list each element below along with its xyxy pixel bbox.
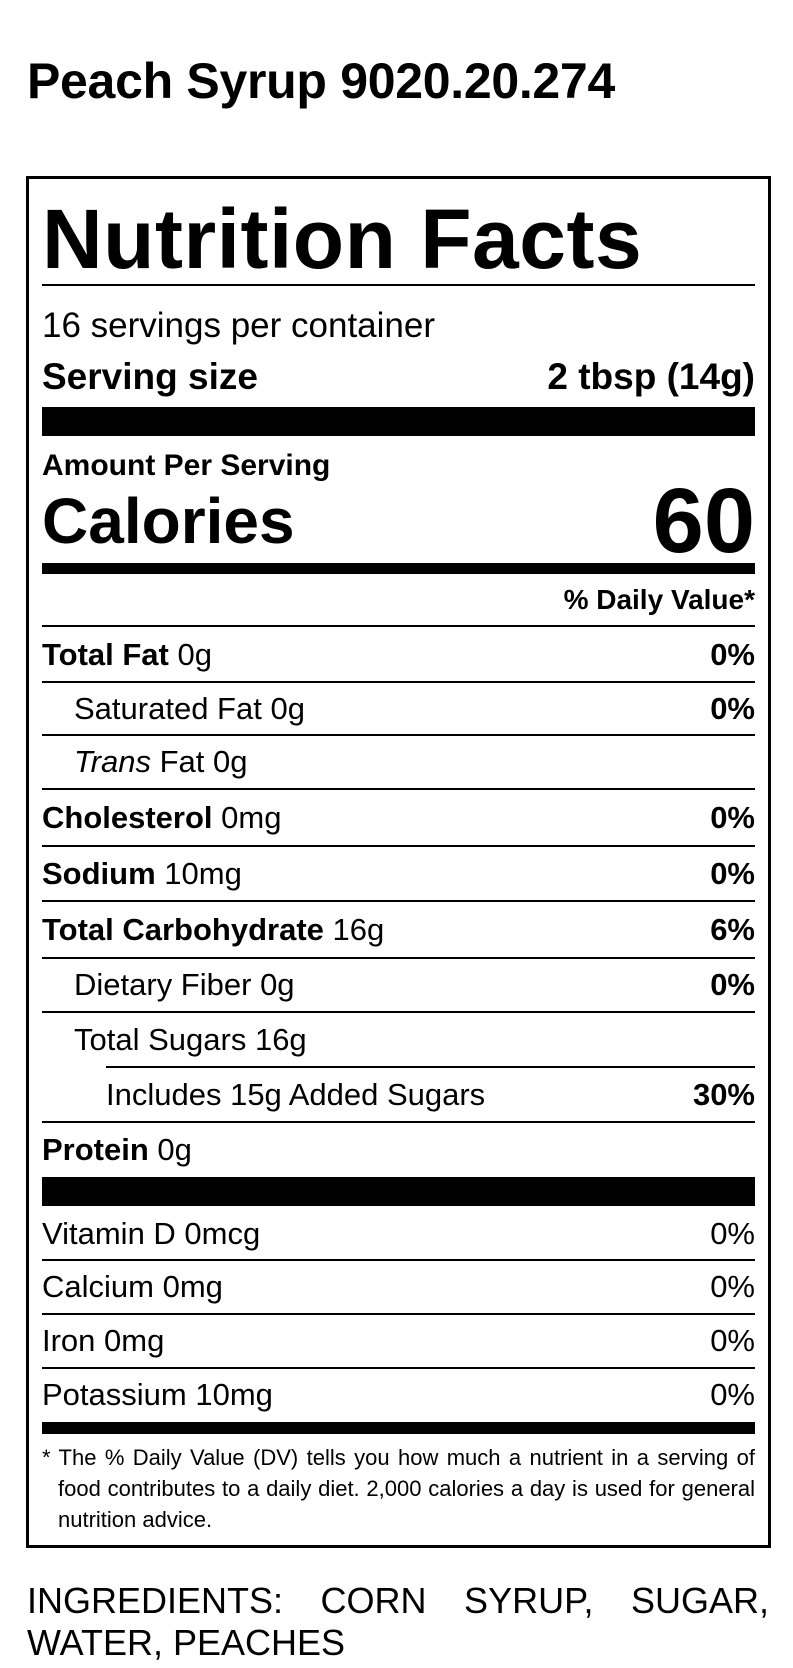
medium-divider bbox=[42, 563, 755, 574]
divider bbox=[106, 1066, 755, 1068]
nutrient-dv: 0% bbox=[710, 967, 755, 1002]
nutrient-row-total-fat: Total Fat 0g 0% bbox=[42, 630, 755, 680]
divider bbox=[42, 900, 755, 902]
divider bbox=[42, 1313, 755, 1315]
amount-per-serving: Amount Per Serving bbox=[42, 449, 331, 482]
divider bbox=[42, 957, 755, 959]
vitamin-dv: 0% bbox=[710, 1377, 755, 1412]
nutrient-amount: 16g bbox=[332, 912, 385, 947]
serving-size-row: Serving size 2 tbsp (14g) bbox=[42, 352, 755, 402]
vitamin-name: Iron 0mg bbox=[42, 1323, 165, 1358]
divider bbox=[42, 1259, 755, 1261]
divider bbox=[42, 734, 755, 736]
nutrient-row-cholesterol: Cholesterol 0mg 0% bbox=[42, 793, 755, 843]
nutrient-row-total-carbohydrate: Total Carbohydrate 16g 6% bbox=[42, 905, 755, 955]
nutrient-amount: 0g bbox=[157, 1132, 192, 1167]
vitamin-row: Potassium 10mg 0% bbox=[42, 1370, 755, 1420]
nutrient-amount: 10mg bbox=[164, 856, 242, 891]
thick-divider bbox=[42, 407, 755, 436]
nutrient-name: Dietary Fiber bbox=[74, 967, 252, 1002]
calories-label: Calories bbox=[42, 485, 295, 557]
divider bbox=[42, 1011, 755, 1013]
divider bbox=[42, 284, 755, 286]
nutrient-dv: 0% bbox=[710, 800, 755, 835]
divider bbox=[42, 1367, 755, 1369]
nutrient-dv: 30% bbox=[692, 1077, 755, 1112]
nutrient-row-dietary-fiber: Dietary Fiber 0g 0% bbox=[42, 960, 755, 1010]
nutrient-name: Total Carbohydrate bbox=[42, 912, 324, 947]
nutrient-dv: 0% bbox=[710, 856, 755, 891]
nutrient-amount: 0g bbox=[270, 691, 305, 726]
vitamin-name: Vitamin D 0mcg bbox=[42, 1216, 261, 1251]
nutrient-name: Protein bbox=[42, 1132, 149, 1167]
nutrient-dv: 0% bbox=[710, 637, 755, 672]
vitamin-row: Vitamin D 0mcg 0% bbox=[42, 1209, 755, 1259]
nutrient-row-total-sugars: Total Sugars 16g bbox=[42, 1015, 755, 1065]
nutrient-row-protein: Protein 0g bbox=[42, 1125, 755, 1175]
divider bbox=[42, 1121, 755, 1123]
calories-row: Calories 60 bbox=[42, 470, 755, 572]
thick-divider bbox=[42, 1177, 755, 1206]
nutrient-amount: 16g bbox=[254, 1022, 307, 1057]
nutrient-row-added-sugars: Includes 15g Added Sugars 30% bbox=[42, 1070, 755, 1120]
nutrient-name: Cholesterol bbox=[42, 800, 213, 835]
nutrition-facts-label: Nutrition Facts 16 servings per containe… bbox=[26, 176, 771, 1548]
serving-size-label: Serving size bbox=[42, 356, 258, 397]
product-title: Peach Syrup 9020.20.274 bbox=[27, 53, 615, 109]
divider bbox=[42, 845, 755, 847]
nutrient-name: Saturated Fat bbox=[74, 691, 262, 726]
nutrient-name: Total Fat bbox=[42, 637, 169, 672]
vitamin-dv: 0% bbox=[710, 1216, 755, 1251]
nutrient-row-trans-fat: Trans Fat 0g bbox=[42, 737, 755, 787]
daily-value-header: % Daily Value* bbox=[563, 584, 755, 615]
nutrient-name: Trans bbox=[74, 744, 151, 779]
nutrient-name: Includes 15g Added Sugars bbox=[106, 1077, 486, 1112]
ingredients: INGREDIENTS: CORN SYRUP, SUGAR, WATER, P… bbox=[27, 1580, 769, 1663]
nutrient-amount: 0g bbox=[213, 744, 248, 779]
nutrient-amount: 0g bbox=[260, 967, 295, 1002]
divider bbox=[42, 625, 755, 627]
servings-per-container: 16 servings per container bbox=[42, 306, 435, 345]
vitamin-row: Iron 0mg 0% bbox=[42, 1316, 755, 1366]
vitamin-name: Potassium 10mg bbox=[42, 1377, 273, 1412]
divider bbox=[42, 788, 755, 790]
serving-size-value: 2 tbsp (14g) bbox=[547, 356, 755, 397]
medium-divider bbox=[42, 1422, 755, 1434]
nutrient-amount: 0mg bbox=[221, 800, 282, 835]
calories-value: 60 bbox=[652, 469, 755, 572]
vitamin-dv: 0% bbox=[710, 1323, 755, 1358]
vitamin-row: Calcium 0mg 0% bbox=[42, 1262, 755, 1312]
nutrient-amount: 0g bbox=[177, 637, 212, 672]
nutrient-dv: 6% bbox=[710, 912, 755, 947]
vitamin-name: Calcium 0mg bbox=[42, 1269, 223, 1304]
nutrient-row-saturated-fat: Saturated Fat 0g 0% bbox=[42, 684, 755, 734]
footnote: * The % Daily Value (DV) tells you how m… bbox=[42, 1445, 755, 1532]
nutrient-name: Sodium bbox=[42, 856, 156, 891]
nutrient-row-sodium: Sodium 10mg 0% bbox=[42, 849, 755, 899]
nutrient-name-suffix: Fat bbox=[159, 744, 205, 779]
vitamin-dv: 0% bbox=[710, 1269, 755, 1304]
divider bbox=[42, 681, 755, 683]
nutrient-name: Total Sugars bbox=[74, 1022, 247, 1057]
nutrient-dv: 0% bbox=[710, 691, 755, 726]
nutrition-facts-heading: Nutrition Facts bbox=[42, 192, 643, 286]
